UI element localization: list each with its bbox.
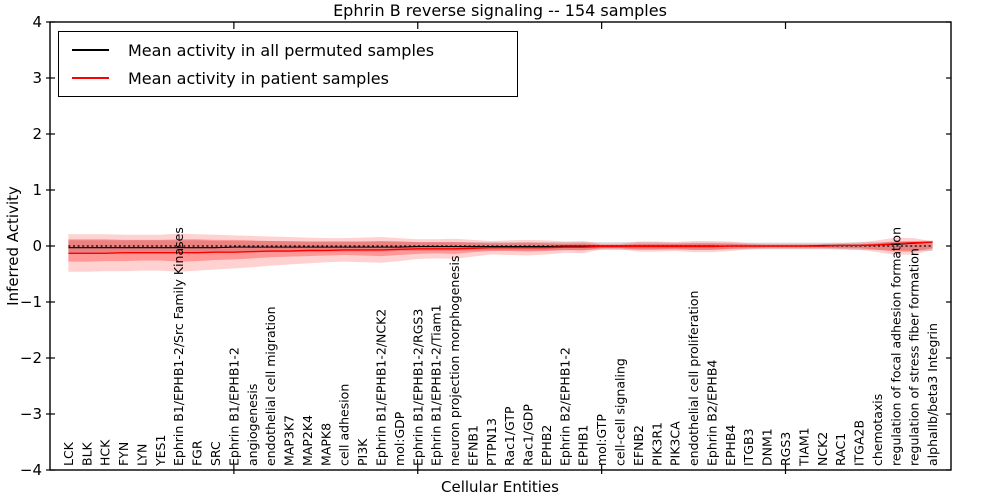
y-axis-label: Inferred Activity [4,186,22,306]
svg-text:LCK: LCK [61,441,76,466]
svg-text:regulation of stress fiber for: regulation of stress fiber formation [907,248,922,466]
svg-text:MAP2K4: MAP2K4 [300,415,315,466]
svg-text:Ephrin B1/EPHB1-2: Ephrin B1/EPHB1-2 [226,347,241,466]
svg-text:EPHB2: EPHB2 [539,425,554,466]
svg-text:angiogenesis: angiogenesis [245,384,260,466]
patient-line-icon [72,77,109,79]
chart-title: Ephrin B reverse signaling -- 154 sample… [333,1,667,20]
svg-text:0: 0 [32,237,42,255]
legend: Mean activity in all permuted samples Me… [58,31,518,97]
svg-text:1: 1 [32,181,42,199]
svg-text:MAP3K7: MAP3K7 [282,415,297,466]
svg-text:FYN: FYN [116,442,131,466]
patient-samples-inner-band [68,239,933,262]
svg-text:SRC: SRC [208,441,223,466]
svg-text:3: 3 [32,69,42,87]
svg-text:−3: −3 [20,405,42,423]
svg-text:RAC1: RAC1 [833,433,848,466]
permuted-line-icon [72,49,109,51]
y-axis-ticks [46,21,951,471]
legend-label-patient: Mean activity in patient samples [128,68,389,88]
svg-text:Ephrin B1/EPHB1-2/Tiam1: Ephrin B1/EPHB1-2/Tiam1 [429,304,444,466]
svg-text:Ephrin B2/EPHB4: Ephrin B2/EPHB4 [704,360,719,466]
svg-text:ITGA2B: ITGA2B [852,420,867,466]
svg-text:Rac1/GDP: Rac1/GDP [521,404,536,466]
svg-text:chemotaxis: chemotaxis [870,394,885,466]
svg-text:NCK2: NCK2 [815,432,830,466]
svg-text:ITGB3: ITGB3 [741,428,756,466]
svg-text:YES1: YES1 [153,435,168,467]
svg-text:−2: −2 [20,349,42,367]
svg-text:Ephrin B1/EPHB1-2/NCK2: Ephrin B1/EPHB1-2/NCK2 [373,309,388,466]
svg-text:BLK: BLK [79,441,94,466]
svg-text:cell adhesion: cell adhesion [337,384,352,466]
svg-text:PTPN13: PTPN13 [484,418,499,466]
legend-item-patient: Mean activity in patient samples [72,69,517,88]
svg-text:HCK: HCK [98,439,113,466]
svg-text:−1: −1 [20,293,42,311]
svg-text:endothelial cell migration: endothelial cell migration [263,306,278,466]
svg-text:Ephrin B1/EPHB1-2/Src Family K: Ephrin B1/EPHB1-2/Src Family Kinases [171,227,186,466]
svg-text:mol:GDP: mol:GDP [392,411,407,466]
svg-text:LYN: LYN [134,444,149,466]
svg-text:neuron projection morphogenesi: neuron projection morphogenesis [447,255,462,466]
legend-label-permuted: Mean activity in all permuted samples [128,40,435,60]
svg-text:PI3K: PI3K [355,438,370,466]
svg-text:mol:GTP: mol:GTP [594,414,609,466]
svg-text:Ephrin B1/EPHB1-2/RGS3: Ephrin B1/EPHB1-2/RGS3 [410,309,425,466]
svg-text:endothelial cell proliferation: endothelial cell proliferation [686,291,701,466]
svg-text:RGS3: RGS3 [778,432,793,466]
svg-text:regulation of focal adhesion f: regulation of focal adhesion formation [888,227,903,466]
svg-text:EPHB1: EPHB1 [576,425,591,466]
svg-text:MAPK8: MAPK8 [318,423,333,466]
svg-text:Rac1/GTP: Rac1/GTP [502,406,517,466]
svg-text:2: 2 [32,125,42,143]
legend-item-permuted: Mean activity in all permuted samples [72,41,517,60]
svg-text:cell-cell signaling: cell-cell signaling [613,358,628,466]
svg-text:EFNB2: EFNB2 [631,425,646,466]
y-tick-labels: 4 3 2 1 0 −1 −2 −3 −4 [20,13,42,479]
svg-text:PIK3CA: PIK3CA [668,421,683,466]
x-category-labels: LCK BLK HCK FYN LYN YES1 Ephrin B1/EPHB1-2/Src… [61,227,940,467]
svg-text:EPHB4: EPHB4 [723,425,738,466]
svg-text:EFNB1: EFNB1 [465,425,480,466]
svg-text:−4: −4 [20,461,42,479]
svg-text:Ephrin B2/EPHB1-2: Ephrin B2/EPHB1-2 [557,347,572,466]
patient-samples-outer-band [68,233,933,272]
svg-text:TIAM1: TIAM1 [796,427,811,467]
svg-text:FGR: FGR [190,440,205,466]
x-axis-label: Cellular Entities [441,478,559,496]
svg-text:alphaIIb/beta3 Integrin: alphaIIb/beta3 Integrin [925,323,940,466]
svg-text:PIK3R1: PIK3R1 [649,422,664,466]
svg-text:4: 4 [32,13,42,31]
svg-text:DNM1: DNM1 [760,428,775,466]
x-axis-ticks [233,22,787,474]
patient-mean-line [68,241,933,254]
